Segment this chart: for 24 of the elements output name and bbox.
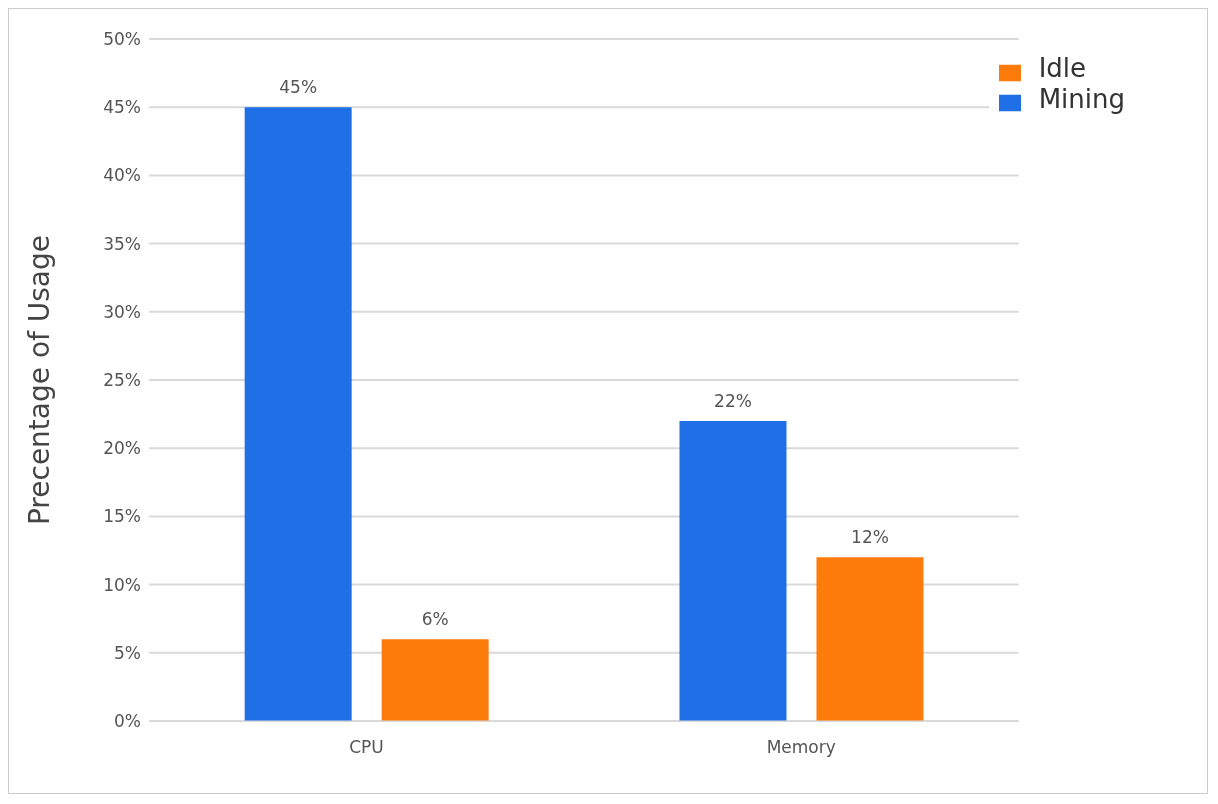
y-tick-label: 15%: [103, 506, 141, 527]
y-tick-label: 40%: [103, 165, 141, 186]
y-tick-label: 0%: [114, 711, 141, 732]
y-tick-label: 5%: [114, 642, 141, 663]
bar: [679, 420, 787, 721]
data-label: 45%: [279, 77, 318, 98]
data-label: 22%: [714, 390, 752, 411]
legend-label: Idle: [1038, 53, 1087, 83]
y-tick-label: 25%: [103, 370, 141, 391]
y-tick-label: 20%: [103, 438, 141, 459]
bar: [816, 557, 924, 721]
x-tick-label: Memory: [766, 737, 836, 758]
y-tick-label: 10%: [103, 574, 141, 595]
bar: [381, 639, 489, 721]
data-label: 12%: [851, 527, 889, 548]
bar: [244, 107, 352, 721]
legend-label: Mining: [1038, 83, 1125, 114]
y-tick-label: 50%: [103, 29, 141, 50]
y-tick-label: 30%: [103, 301, 141, 322]
y-tick-label: 45%: [103, 97, 141, 118]
y-axis-title: Precentage of Usage: [22, 234, 56, 526]
data-label: 6%: [421, 609, 449, 630]
x-tick-label: CPU: [349, 737, 384, 758]
y-tick-label: 35%: [103, 233, 141, 254]
